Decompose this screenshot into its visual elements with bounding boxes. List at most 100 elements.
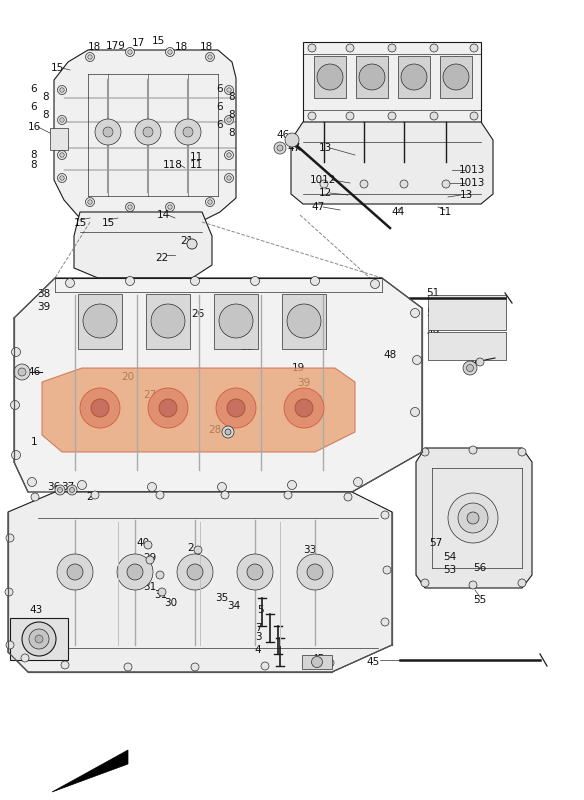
Text: 53: 53: [443, 565, 457, 575]
Circle shape: [359, 64, 385, 90]
Text: 8: 8: [229, 128, 235, 138]
Circle shape: [88, 54, 92, 59]
Circle shape: [421, 448, 429, 456]
Circle shape: [470, 112, 478, 120]
Circle shape: [388, 112, 396, 120]
Circle shape: [55, 485, 65, 495]
Bar: [303, 42, 481, 122]
Text: 26: 26: [192, 309, 204, 319]
Circle shape: [168, 50, 172, 54]
Text: 1012: 1012: [310, 175, 336, 185]
Circle shape: [67, 564, 83, 580]
Text: 1: 1: [31, 437, 37, 447]
Circle shape: [78, 481, 86, 490]
Bar: [428, 332, 506, 360]
Circle shape: [274, 142, 286, 154]
Text: 6: 6: [217, 84, 223, 94]
Circle shape: [31, 493, 39, 501]
Circle shape: [159, 399, 177, 417]
Text: 13: 13: [318, 143, 332, 153]
Circle shape: [206, 198, 214, 206]
Circle shape: [18, 368, 26, 376]
Circle shape: [317, 64, 343, 90]
Circle shape: [151, 304, 185, 338]
Text: 16: 16: [27, 122, 41, 132]
Text: 18: 18: [175, 42, 187, 52]
Bar: [50, 128, 68, 150]
Circle shape: [287, 481, 297, 490]
Circle shape: [346, 44, 354, 52]
Text: 52: 52: [467, 355, 481, 365]
Circle shape: [126, 277, 134, 286]
Text: 18: 18: [199, 42, 213, 52]
Circle shape: [60, 88, 64, 92]
Circle shape: [85, 53, 95, 62]
Text: 8: 8: [229, 110, 235, 120]
Text: 28: 28: [208, 425, 221, 435]
Text: 15: 15: [74, 218, 86, 228]
Text: 30: 30: [133, 567, 147, 577]
Text: 24: 24: [215, 333, 228, 343]
Bar: [428, 295, 506, 330]
Circle shape: [287, 304, 321, 338]
Circle shape: [411, 309, 419, 318]
Text: 29: 29: [144, 553, 157, 563]
Circle shape: [443, 64, 469, 90]
Circle shape: [401, 64, 427, 90]
Text: 22: 22: [155, 253, 169, 263]
Text: 35: 35: [215, 593, 228, 603]
Circle shape: [412, 355, 422, 365]
Circle shape: [126, 47, 134, 57]
Circle shape: [448, 493, 498, 543]
Circle shape: [35, 635, 43, 643]
Circle shape: [57, 86, 67, 94]
Circle shape: [187, 239, 197, 249]
Circle shape: [518, 448, 526, 456]
Circle shape: [224, 150, 234, 159]
Text: 33: 33: [303, 545, 317, 555]
Circle shape: [467, 365, 474, 371]
Circle shape: [175, 119, 201, 145]
Circle shape: [69, 487, 75, 493]
Text: 2: 2: [187, 543, 194, 553]
Circle shape: [165, 47, 175, 57]
Circle shape: [148, 388, 188, 428]
Text: 47: 47: [311, 202, 325, 212]
Text: 1013: 1013: [459, 178, 485, 188]
Text: 49: 49: [426, 328, 440, 338]
Text: 17: 17: [131, 38, 145, 48]
Circle shape: [353, 478, 363, 486]
Circle shape: [463, 361, 477, 375]
Circle shape: [135, 119, 161, 145]
Circle shape: [126, 202, 134, 211]
Circle shape: [458, 503, 488, 533]
Circle shape: [469, 581, 477, 589]
Circle shape: [83, 304, 117, 338]
Circle shape: [156, 571, 164, 579]
Circle shape: [11, 401, 19, 410]
Text: 6: 6: [31, 84, 37, 94]
Circle shape: [381, 618, 389, 626]
Text: 8: 8: [31, 150, 37, 160]
Circle shape: [225, 429, 231, 435]
Text: 43: 43: [29, 605, 43, 615]
Circle shape: [221, 491, 229, 499]
Text: 46: 46: [276, 130, 290, 140]
Circle shape: [219, 304, 253, 338]
Circle shape: [430, 112, 438, 120]
Bar: [440, 56, 472, 98]
Circle shape: [227, 88, 231, 92]
Text: 47: 47: [287, 143, 301, 153]
Text: 6: 6: [31, 102, 37, 112]
Circle shape: [177, 554, 213, 590]
Polygon shape: [42, 368, 355, 452]
Text: 4: 4: [255, 645, 261, 655]
Polygon shape: [74, 212, 212, 278]
Bar: [356, 56, 388, 98]
Polygon shape: [54, 50, 236, 222]
Text: 38: 38: [37, 289, 51, 299]
Circle shape: [156, 491, 164, 499]
Circle shape: [158, 588, 166, 596]
Circle shape: [187, 239, 197, 249]
Text: 31: 31: [154, 590, 168, 600]
